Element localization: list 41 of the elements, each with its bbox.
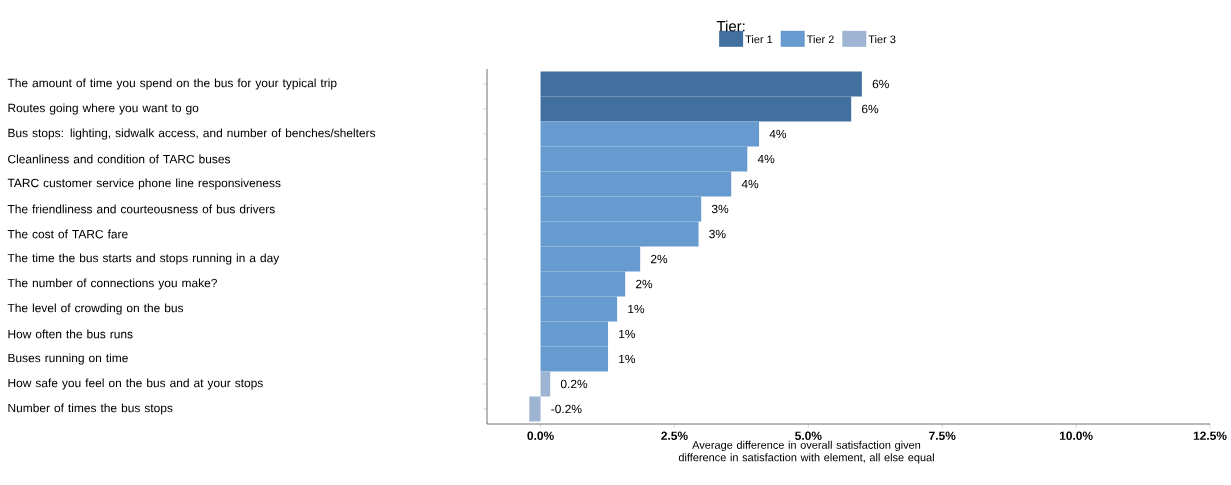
legend-label: Tier 1 bbox=[745, 35, 773, 44]
data-label: 0.2% bbox=[560, 379, 588, 389]
y-tick-label: The time the bus starts and stops running in a day bbox=[7, 253, 280, 265]
data-label: 6% bbox=[872, 79, 889, 89]
x-tick-label: 10.0% bbox=[1059, 431, 1093, 440]
y-tick-label: How safe you feel on the bus and at your stops bbox=[8, 378, 263, 390]
x-axis-title: Average difference in overall satisfaction given difference in satisfaction with element, all else equal bbox=[678, 440, 934, 464]
y-tick-label: Bus stops: lighting, sidwalk access, and number of benches/shelters bbox=[8, 128, 376, 140]
y-tick-label: The number of connections you make? bbox=[7, 278, 217, 290]
data-label: 1% bbox=[628, 304, 645, 314]
y-tick-label: TARC customer service phone line responsiveness bbox=[7, 178, 281, 190]
legend-title: Tier: bbox=[716, 20, 745, 32]
data-label: 6% bbox=[861, 104, 879, 114]
data-label: 2% bbox=[635, 279, 653, 289]
data-label: -0.2% bbox=[551, 404, 582, 414]
x-tick-label: 0.0% bbox=[527, 431, 554, 440]
x-tick-label: 12.5% bbox=[1193, 431, 1227, 440]
data-label: 3% bbox=[711, 204, 729, 214]
bar bbox=[540, 371, 551, 397]
y-tick-label: Cleanliness and condition of TARC buses bbox=[8, 154, 231, 164]
legend-label: Tier 3 bbox=[868, 35, 896, 44]
data-label: 1% bbox=[619, 329, 636, 339]
y-tick-label: Routes going where you want to go bbox=[8, 103, 199, 115]
data-label: 4% bbox=[741, 179, 759, 189]
x-tick-label: 7.5% bbox=[929, 431, 956, 440]
legend-label: Tier 2 bbox=[806, 35, 834, 44]
data-label: 4% bbox=[757, 154, 775, 164]
x-tick-label: 2.5% bbox=[661, 431, 688, 440]
data-label: 4% bbox=[769, 129, 787, 139]
y-tick-label: The cost of TARC fare bbox=[7, 229, 128, 239]
data-label: 2% bbox=[650, 254, 668, 264]
y-tick-label: The amount of time you spend on the bus for your typical trip bbox=[7, 78, 337, 90]
y-tick-label: Buses running on time bbox=[8, 353, 128, 365]
data-label: 3% bbox=[709, 229, 726, 239]
y-tick-label: How often the bus runs bbox=[8, 329, 133, 339]
y-tick-label: Number of times the bus stops bbox=[8, 403, 173, 415]
y-tick-label: The friendliness and courteousness of bus drivers bbox=[7, 204, 275, 214]
bar bbox=[529, 396, 541, 422]
y-tick-label: The level of crowding on the bus bbox=[7, 303, 184, 315]
data-label: 1% bbox=[619, 354, 636, 364]
x-tick-label: 5.0% bbox=[795, 431, 822, 440]
